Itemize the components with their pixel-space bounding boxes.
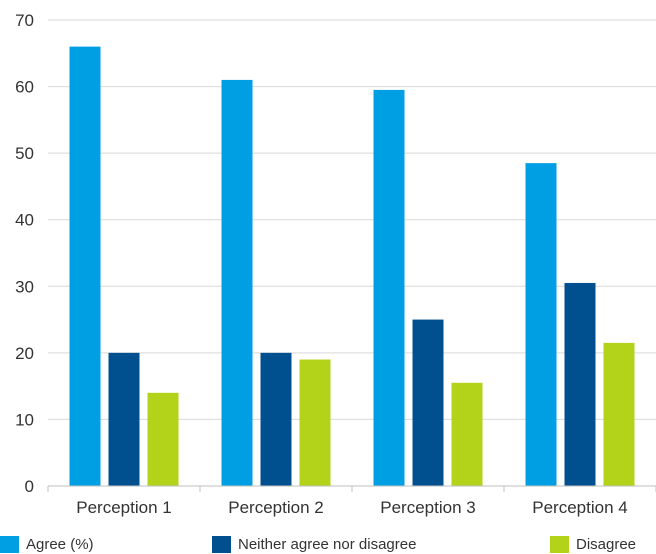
y-tick-label: 60 xyxy=(15,78,34,97)
bar xyxy=(451,382,483,486)
bar xyxy=(603,342,635,486)
y-tick-label: 30 xyxy=(15,277,34,296)
bar xyxy=(260,352,292,486)
x-axis-category-labels: Perception 1 Perception 2 Perception 3 Perc… xyxy=(76,498,627,517)
x-category-label: Perception 1 xyxy=(76,498,171,517)
x-category-label: Perception 3 xyxy=(380,498,475,517)
bar xyxy=(412,319,444,486)
x-axis xyxy=(47,485,656,492)
y-tick-label: 0 xyxy=(25,477,34,496)
bar xyxy=(221,79,253,487)
legend-label-agree: Agree (%) xyxy=(26,535,94,553)
legend-label-disagree: Disagree xyxy=(576,535,637,553)
bar xyxy=(564,282,596,486)
bar xyxy=(147,392,179,486)
y-tick-label: 20 xyxy=(15,344,34,363)
bar xyxy=(373,89,405,487)
legend-item-agree: Agree (%) xyxy=(0,534,94,554)
bars xyxy=(69,46,635,487)
legend-label-neither: Neither agree nor disagree xyxy=(238,535,417,553)
y-tick-label: 40 xyxy=(15,211,34,230)
y-tick-label: 70 xyxy=(15,11,34,30)
legend-item-disagree: Disagree xyxy=(550,534,636,554)
bar xyxy=(299,359,331,486)
legend-item-neither: Neither agree nor disagree xyxy=(212,534,416,554)
bar xyxy=(525,163,557,486)
legend-swatch-disagree xyxy=(550,535,569,553)
x-category-label: Perception 2 xyxy=(228,498,323,517)
bar xyxy=(69,46,101,486)
y-tick-label: 50 xyxy=(15,144,34,163)
gridlines xyxy=(48,19,656,420)
legend-swatch-neither xyxy=(212,535,231,553)
y-tick-label: 10 xyxy=(15,410,34,429)
x-category-label: Perception 4 xyxy=(532,498,627,517)
bar xyxy=(108,352,140,486)
legend-swatch-agree xyxy=(0,535,19,553)
y-axis-tick-labels: 0 10 20 30 40 50 60 70 xyxy=(15,11,34,496)
